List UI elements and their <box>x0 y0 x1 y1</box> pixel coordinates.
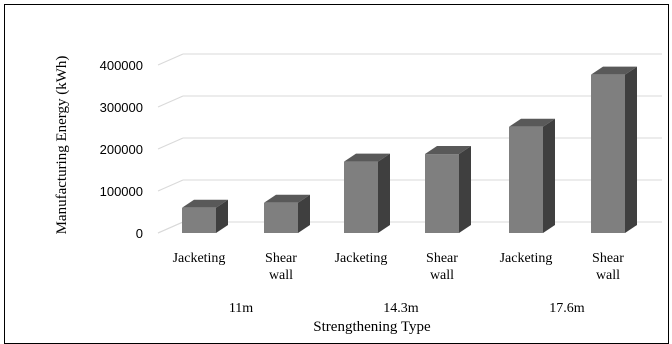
gridline-diag <box>157 53 184 66</box>
category-label: Jacketing <box>173 251 226 266</box>
bar <box>425 146 471 233</box>
bar-top <box>509 118 555 127</box>
bar-side <box>459 146 471 233</box>
group-label: 11m <box>229 301 253 316</box>
y-axis-label: Manufacturing Energy (kWh) <box>54 56 70 235</box>
category-labels: Jacketing Shear wall Jacketing Shear wall Jack… <box>173 251 625 283</box>
bar-front <box>264 202 298 233</box>
x-axis-label: Strengthening Type <box>313 319 431 335</box>
bar-top <box>344 153 390 162</box>
group-label: 14.3m <box>383 301 419 316</box>
gridlines <box>157 53 662 234</box>
bar-side <box>298 194 310 233</box>
category-label: Shear wall <box>592 251 624 283</box>
bar <box>264 194 310 233</box>
category-label: Shear wall <box>265 251 297 283</box>
y-tick-label: 0 <box>136 226 143 241</box>
bar-top <box>591 66 637 75</box>
bar-front <box>509 126 543 233</box>
gridline-diag <box>157 221 184 234</box>
group-labels: 11m 14.3m 17.6m <box>229 301 585 316</box>
bar <box>182 199 228 233</box>
bar-top <box>182 199 228 208</box>
bar <box>591 66 637 233</box>
category-label: Jacketing <box>335 251 388 266</box>
bar-chart: 0 100000 200000 300000 400000 Jacketing Shear… <box>54 53 662 335</box>
y-tick-label: 100000 <box>100 184 143 199</box>
bar-front <box>344 161 378 233</box>
bar-front <box>425 154 459 233</box>
gridline-diag <box>157 179 184 192</box>
bar-top <box>264 194 310 203</box>
category-label: Shear wall <box>426 251 458 283</box>
bar-side <box>378 153 390 233</box>
y-tick-label: 300000 <box>100 100 143 115</box>
bar-side <box>543 118 555 233</box>
bar <box>344 153 390 233</box>
y-tick-labels: 0 100000 200000 300000 400000 <box>100 58 143 241</box>
category-label: Jacketing <box>500 251 553 266</box>
chart-frame <box>4 4 669 344</box>
bar-front <box>182 207 216 233</box>
bar-top <box>425 146 471 155</box>
gridline-diag <box>157 137 184 150</box>
bar-front <box>591 74 625 233</box>
gridline-diag <box>157 95 184 108</box>
bar-side <box>216 199 228 233</box>
y-tick-label: 200000 <box>100 142 143 157</box>
bar <box>509 118 555 233</box>
bar-side <box>625 66 637 233</box>
y-tick-label: 400000 <box>100 58 143 73</box>
bars <box>182 66 637 233</box>
group-label: 17.6m <box>549 301 585 316</box>
